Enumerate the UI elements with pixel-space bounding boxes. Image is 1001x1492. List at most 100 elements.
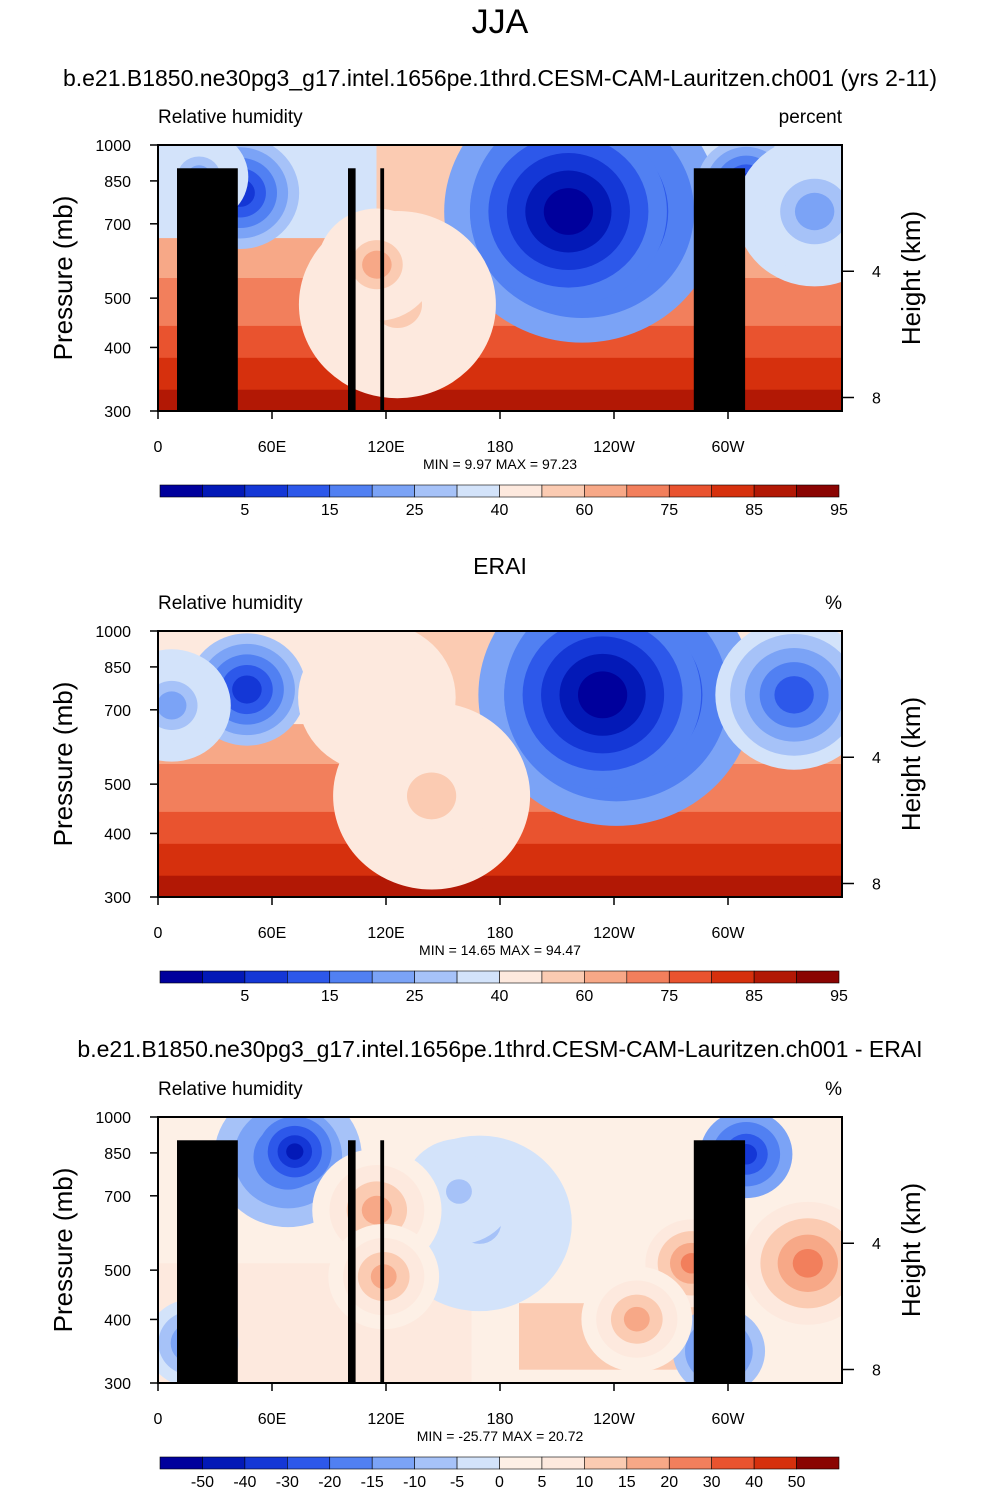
topography-mask	[348, 168, 356, 411]
variable-label: Relative humidity	[158, 1079, 303, 1100]
topography-mask	[380, 1140, 385, 1383]
y-tick-label: 1000	[95, 138, 131, 155]
y-axis-title: Pressure (mb)	[48, 196, 78, 361]
y-tick-label: 500	[104, 291, 131, 308]
colorbar-label: 10	[575, 1474, 593, 1491]
colorbar-box	[711, 970, 755, 984]
contour-blob	[577, 671, 628, 719]
colorbar-box	[541, 484, 585, 498]
x-tick-label: 120E	[367, 925, 404, 942]
contour-blob	[158, 691, 187, 720]
x-tick-label: 120W	[593, 1411, 636, 1428]
contour-blob	[361, 1195, 392, 1225]
colorbar-label: -20	[318, 1474, 341, 1491]
colorbar-label: -40	[233, 1474, 256, 1491]
topography-mask	[211, 1152, 227, 1383]
colorbar-box	[541, 970, 585, 984]
colorbar-box	[668, 970, 712, 984]
x-tick-label: 60W	[712, 439, 746, 456]
colorbar-box	[584, 484, 628, 498]
min-value: 9.97	[461, 456, 496, 472]
contour-field	[158, 631, 842, 897]
contour-blob	[406, 772, 457, 820]
right-axis-title: Height (km)	[896, 697, 926, 831]
max-value: 94.47	[542, 942, 581, 958]
y-tick-label: 1000	[95, 624, 131, 641]
y-tick-label: 700	[104, 703, 131, 720]
colorbar-label: 40	[745, 1474, 763, 1491]
y-tick-label: 850	[104, 174, 131, 191]
y-tick-label: 850	[104, 1146, 131, 1163]
colorbar-label: 60	[575, 988, 593, 1005]
colorbar-box	[329, 484, 373, 498]
contour-blob	[792, 1248, 823, 1278]
colorbar-label: 75	[660, 502, 678, 519]
colorbar-box	[371, 970, 415, 984]
colorbar-box	[456, 484, 500, 498]
colorbar-box	[711, 1456, 755, 1470]
contour-blob	[446, 1179, 472, 1204]
colorbar-box	[329, 1456, 373, 1470]
max-value: 20.72	[544, 1428, 583, 1444]
y-tick-label: 300	[104, 1376, 131, 1393]
height-tick-label: 4	[872, 1236, 881, 1253]
right-axis-title: Height (km)	[896, 1183, 926, 1317]
colorbar-label: 20	[660, 1474, 678, 1491]
min-value: -25.77	[454, 1428, 501, 1444]
topography-mask	[693, 168, 746, 411]
x-tick-label: 180	[487, 439, 514, 456]
y-axis-title: Pressure (mb)	[48, 682, 78, 847]
y-axis-title: Pressure (mb)	[48, 1168, 78, 1333]
units-label: %	[825, 593, 842, 614]
topography-mask	[177, 168, 238, 411]
x-tick-label: 60W	[712, 925, 746, 942]
x-tick-label: 0	[154, 1411, 163, 1428]
colorbar-box	[796, 484, 840, 498]
y-tick-label: 400	[104, 1312, 131, 1329]
y-tick-label: 500	[104, 777, 131, 794]
min-label: MIN =	[419, 942, 457, 958]
contour-blob	[543, 188, 594, 235]
colorbar-label: 85	[745, 502, 763, 519]
max-label: MAX =	[502, 1428, 544, 1444]
x-tick-label: 0	[154, 439, 163, 456]
colorbar-box	[456, 1456, 500, 1470]
y-tick-label: 1000	[95, 1110, 131, 1127]
colorbar-box	[414, 1456, 458, 1470]
x-tick-label: 120E	[367, 1411, 404, 1428]
y-tick-label: 850	[104, 660, 131, 677]
colorbar-box	[499, 970, 543, 984]
x-tick-label: 120E	[367, 439, 404, 456]
colorbar-label: 75	[660, 988, 678, 1005]
colorbar-label: 40	[491, 988, 509, 1005]
colorbar-box	[244, 484, 288, 498]
colorbar-label: 50	[788, 1474, 806, 1491]
colorbar-box	[584, 970, 628, 984]
colorbar-box	[499, 1456, 543, 1470]
y-tick-label: 500	[104, 1263, 131, 1280]
colorbar-label: 30	[703, 1474, 721, 1491]
max-label: MAX =	[496, 456, 538, 472]
variable-label: Relative humidity	[158, 593, 303, 614]
colorbar-box	[244, 1456, 288, 1470]
y-tick-label: 400	[104, 340, 131, 357]
colorbar-box	[371, 1456, 415, 1470]
x-tick-label: 60E	[258, 439, 286, 456]
colorbar-label: -10	[403, 1474, 426, 1491]
x-tick-label: 180	[487, 925, 514, 942]
panel-1: b.e21.B1850.ne30pg3_g17.intel.1656pe.1th…	[48, 65, 937, 519]
colorbar-label: 5	[240, 502, 249, 519]
colorbar-box	[626, 484, 670, 498]
max-label: MAX =	[500, 942, 542, 958]
x-tick-label: 120W	[593, 925, 636, 942]
colorbar-label: 40	[491, 502, 509, 519]
min-label: MIN =	[417, 1428, 455, 1444]
x-tick-label: 0	[154, 925, 163, 942]
colorbar-label: 95	[830, 502, 848, 519]
colorbar-label: 15	[321, 988, 339, 1005]
colorbar-label: -50	[191, 1474, 214, 1491]
panel-title: b.e21.B1850.ne30pg3_g17.intel.1656pe.1th…	[63, 65, 937, 91]
colorbar-box	[668, 1456, 712, 1470]
y-tick-label: 700	[104, 1189, 131, 1206]
figure-title: JJA	[472, 3, 529, 41]
